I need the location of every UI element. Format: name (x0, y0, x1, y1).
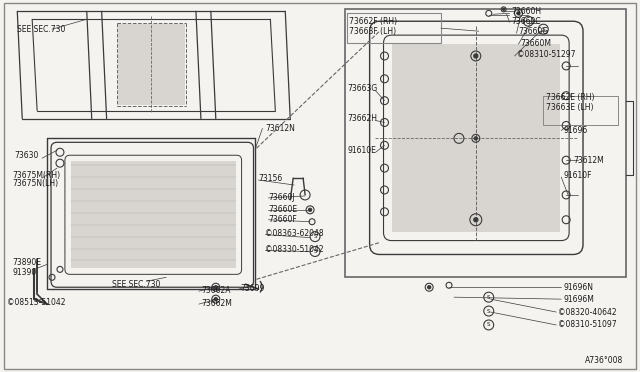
Text: 91610E: 91610E (348, 146, 377, 155)
Circle shape (308, 208, 312, 211)
Circle shape (474, 54, 478, 58)
Text: S: S (541, 27, 545, 32)
Circle shape (214, 286, 217, 289)
Text: 73660C: 73660C (511, 17, 541, 26)
Text: A736°008: A736°008 (584, 356, 623, 365)
Text: S: S (487, 308, 490, 314)
Text: 73662H: 73662H (348, 114, 378, 123)
Circle shape (428, 286, 431, 289)
Circle shape (474, 137, 477, 140)
Text: SEE SEC.730: SEE SEC.730 (17, 25, 66, 34)
Text: 73660H: 73660H (511, 7, 541, 16)
Text: 73612N: 73612N (266, 124, 295, 133)
Text: 73663E (LH): 73663E (LH) (547, 103, 594, 112)
Circle shape (502, 8, 504, 10)
Text: 73663G: 73663G (348, 84, 378, 93)
Text: 73662M: 73662M (201, 299, 232, 308)
Text: 91610F: 91610F (563, 171, 591, 180)
Circle shape (214, 298, 217, 301)
Text: S: S (487, 323, 490, 327)
Text: 73662F (RH): 73662F (RH) (349, 17, 397, 26)
Text: ©08310-51097: ©08310-51097 (558, 320, 617, 330)
Text: 73675M(RH): 73675M(RH) (12, 171, 60, 180)
Text: 73662E (RH): 73662E (RH) (547, 93, 595, 102)
Text: SEE SEC.730: SEE SEC.730 (111, 280, 160, 289)
Text: 73675N(LH): 73675N(LH) (12, 179, 58, 187)
Text: 73630: 73630 (14, 151, 38, 160)
Text: ©08310-51297: ©08310-51297 (516, 51, 575, 60)
Text: 91696M: 91696M (563, 295, 594, 304)
Text: ©08320-40642: ©08320-40642 (558, 308, 617, 317)
Polygon shape (71, 161, 236, 268)
Text: 73662A: 73662A (201, 286, 230, 295)
Text: 73156: 73156 (259, 174, 283, 183)
Circle shape (517, 12, 520, 15)
Text: S: S (314, 249, 317, 254)
Text: 73663F (LH): 73663F (LH) (349, 27, 396, 36)
Text: 73660G: 73660G (518, 27, 548, 36)
Text: 91390: 91390 (12, 268, 36, 277)
Text: ©08513-51042: ©08513-51042 (7, 298, 66, 307)
Text: 73699: 73699 (241, 284, 265, 293)
Polygon shape (392, 44, 560, 232)
Bar (347, 13, 441, 43)
Polygon shape (118, 24, 185, 105)
Text: S: S (314, 234, 317, 239)
Text: 91696N: 91696N (563, 283, 593, 292)
Text: 73660F: 73660F (268, 215, 297, 224)
Bar (543, 96, 618, 125)
Text: 73612M: 73612M (573, 156, 604, 165)
Circle shape (474, 218, 478, 222)
Text: S: S (487, 295, 490, 300)
Text: 73660E: 73660E (268, 205, 298, 214)
Bar (345, 9, 626, 277)
Text: 73660J: 73660J (268, 193, 295, 202)
Text: ©08330-51042: ©08330-51042 (266, 245, 324, 254)
Text: 91696: 91696 (563, 126, 588, 135)
Text: 73890E: 73890E (12, 258, 42, 267)
Text: ©08363-62048: ©08363-62048 (266, 229, 324, 238)
Text: 73660M: 73660M (520, 39, 552, 48)
